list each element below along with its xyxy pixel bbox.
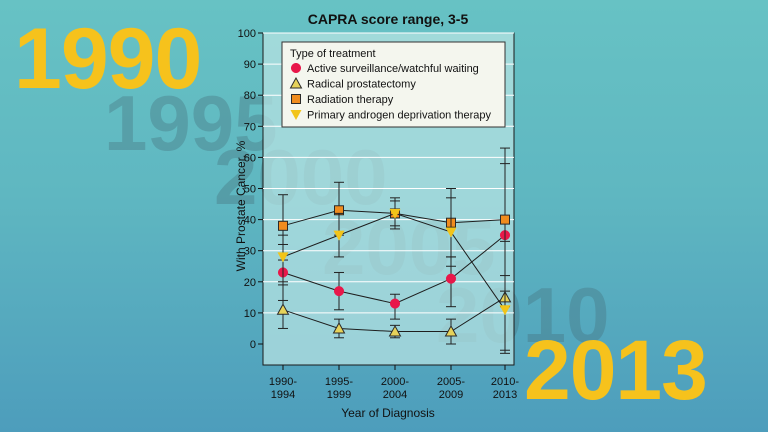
x-tick-label-line: 1990-	[269, 376, 297, 388]
y-tick-label-30: 30	[244, 246, 256, 258]
y-tick-label-100: 100	[238, 28, 256, 40]
x-tick-label-3: 2005-2009	[437, 376, 465, 401]
data-point	[333, 230, 345, 241]
x-tick-label-line: 2009	[439, 389, 463, 401]
x-tick-label-1: 1995-1999	[325, 376, 353, 401]
y-tick-label-10: 10	[244, 308, 256, 320]
data-point	[333, 286, 345, 297]
series-androgen-deprivation	[277, 197, 511, 351]
data-point	[499, 305, 511, 316]
x-tick-label-4: 2010-2013	[491, 376, 519, 401]
legend-title: Type of treatment	[290, 48, 376, 60]
x-tick-label-2: 2000-2004	[381, 376, 409, 401]
y-tick-label-50: 50	[244, 184, 256, 196]
y-axis-label: With Prostate Cancer, %	[234, 140, 248, 271]
x-axis-label: Year of Diagnosis	[341, 406, 435, 420]
data-point	[388, 325, 402, 337]
data-point	[276, 303, 290, 315]
y-tick-label-20: 20	[244, 277, 256, 289]
legend-marker-radiation-therapy	[291, 94, 301, 104]
legend: Type of treatment Active surveillance/wa…	[281, 41, 506, 128]
x-tick-label-0: 1990-1994	[269, 376, 297, 401]
y-axis: 0 10 20 30 40 50 60 70 80 90 100	[238, 28, 263, 351]
data-point	[444, 325, 458, 337]
x-tick-label-line: 1995-	[325, 376, 353, 388]
data-point	[445, 227, 457, 238]
x-tick-label-line: 2005-	[437, 376, 465, 388]
big-year-end: 2013	[524, 323, 708, 417]
ghost-year-1995: 1995	[104, 79, 278, 167]
legend-label-active-surveillance: Active surveillance/watchful waiting	[307, 63, 479, 75]
x-tick-label-line: 2010-	[491, 376, 519, 388]
legend-label-radical-prostatectomy: Radical prostatectomy	[307, 79, 416, 91]
x-tick-label-line: 2013	[493, 389, 517, 401]
y-tick-label-80: 80	[244, 90, 256, 102]
legend-label-radiation-therapy: Radiation therapy	[307, 94, 394, 106]
legend-marker-androgen-deprivation	[290, 110, 302, 120]
data-point	[332, 321, 346, 334]
y-tick-label-70: 70	[244, 121, 256, 133]
data-point	[277, 252, 289, 263]
data-point	[445, 273, 457, 284]
data-point	[500, 214, 510, 225]
legend-box	[281, 41, 506, 128]
data-point	[278, 220, 288, 231]
y-tick-label-40: 40	[244, 215, 256, 227]
big-year-start: 1990	[14, 11, 202, 107]
data-point	[389, 208, 401, 219]
x-tick-label-line: 1994	[271, 389, 295, 401]
y-tick-label-90: 90	[244, 59, 256, 71]
y-tick-label-60: 60	[244, 152, 256, 164]
series-layer	[276, 147, 512, 354]
legend-label-androgen-deprivation: Primary androgen deprivation therapy	[307, 110, 492, 122]
data-point	[389, 298, 401, 309]
x-axis: 1990-1994 1995-1999 2000-2004 2005-2009 2010…	[269, 365, 519, 401]
legend-marker-active-surveillance	[290, 62, 302, 74]
chart-title: CAPRA score range, 3-5	[308, 11, 469, 27]
x-tick-label-line: 2000-	[381, 376, 409, 388]
x-tick-label-line: 1999	[327, 389, 351, 401]
legend-marker-radical-prostatectomy	[289, 76, 303, 89]
x-tick-label-line: 2004	[383, 389, 407, 401]
y-tick-label-0: 0	[250, 339, 256, 351]
